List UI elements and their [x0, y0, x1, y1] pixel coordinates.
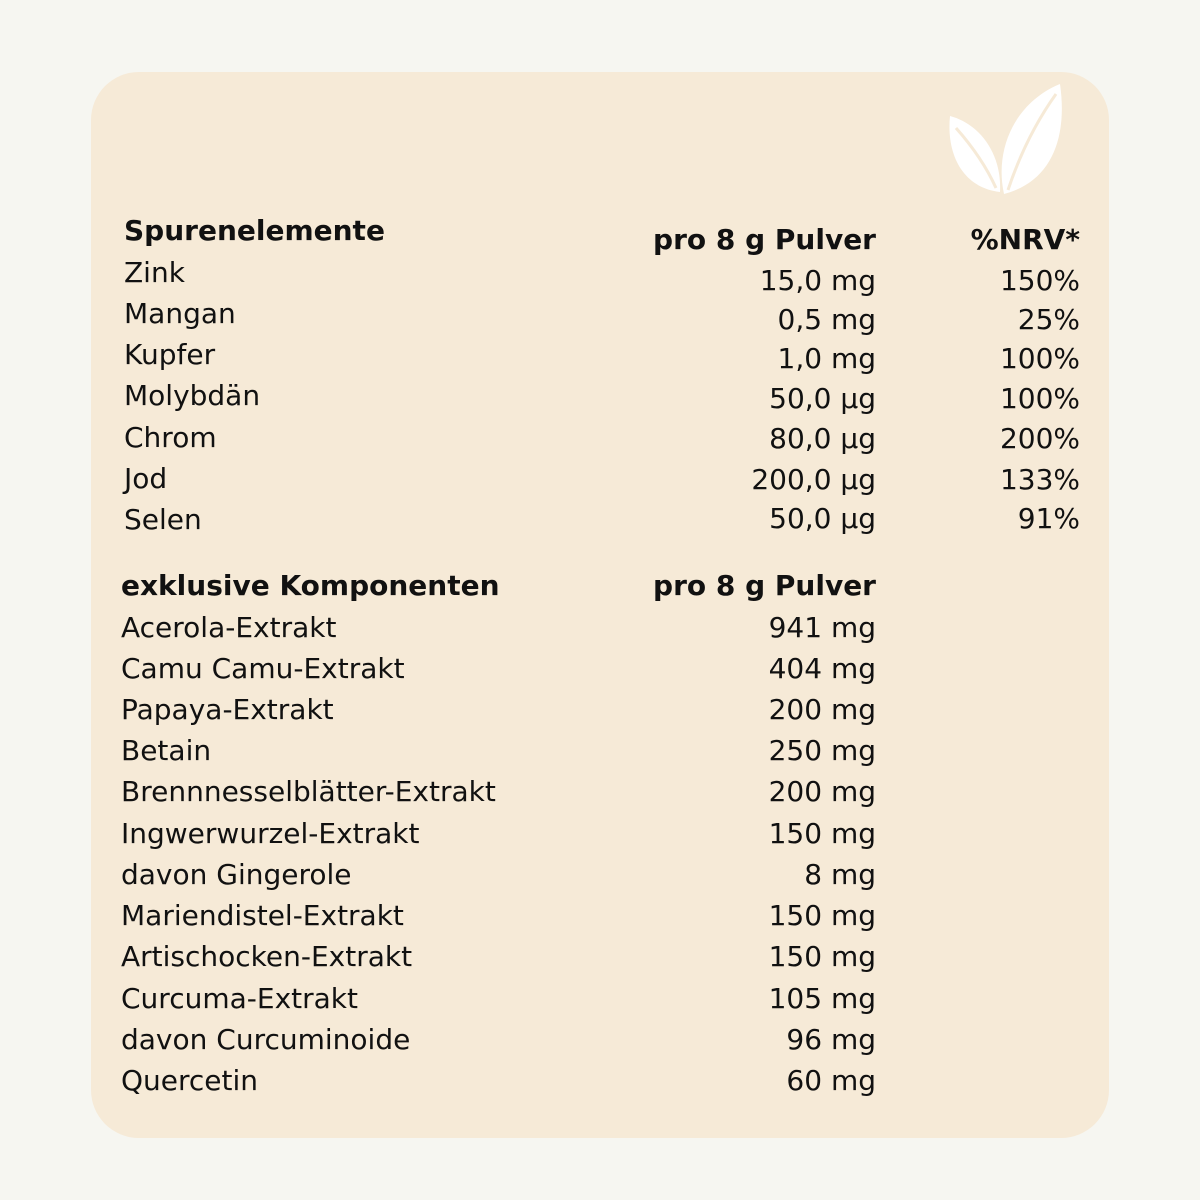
exclusive-amount: 404 mg [768, 652, 876, 685]
exclusive-row: Ingwerwurzel-Extrakt 150 mg [121, 816, 876, 852]
exclusive-name: Brennnesselblätter-Extrakt [121, 775, 496, 808]
trace-name: Zink [124, 256, 185, 289]
exclusive-name: davon Gingerole [121, 858, 352, 891]
exclusive-row: davon Gingerole 8 mg [121, 857, 876, 893]
exclusive-name: Acerola-Extrakt [121, 611, 337, 644]
trace-amount: 80,0 µg [769, 422, 876, 455]
exclusive-name: Betain [121, 734, 212, 767]
exclusive-row: Papaya-Extrakt 200 mg [121, 692, 876, 728]
trace-row: Kupfer [124, 337, 524, 373]
trace-name: Chrom [124, 421, 217, 454]
trace-nrv: 100% [999, 342, 1080, 375]
trace-nrv-cell: 100% [900, 341, 1080, 377]
trace-name: Jod [124, 462, 168, 495]
exclusive-name: Papaya-Extrakt [121, 693, 334, 726]
exclusive-amount: 150 mg [768, 899, 876, 932]
leaf-icon [949, 84, 1062, 194]
trace-name: Selen [124, 503, 202, 536]
exclusive-name: Quercetin [121, 1064, 259, 1097]
exclusive-amount: 150 mg [768, 817, 876, 850]
nrv-header: %NRV* [970, 223, 1080, 256]
exclusive-amount: 105 mg [768, 982, 876, 1015]
exclusive-row: Curcuma-Extrakt 105 mg [121, 981, 876, 1017]
exclusive-heading: exklusive Komponenten [121, 569, 500, 602]
nrv-header-row: %NRV* [900, 222, 1080, 258]
exclusive-amount-header: pro 8 g Pulver [653, 569, 876, 602]
exclusive-name: Curcuma-Extrakt [121, 982, 358, 1015]
trace-row: Molybdän [124, 378, 524, 414]
exclusive-name: Ingwerwurzel-Extrakt [121, 817, 420, 850]
exclusive-amount: 96 mg [786, 1023, 876, 1056]
trace-amount-header: pro 8 g Pulver [653, 223, 876, 256]
trace-nrv: 91% [1017, 502, 1080, 535]
exclusive-row: Acerola-Extrakt 941 mg [121, 610, 876, 646]
exclusive-heading-row: exklusive Komponenten pro 8 g Pulver [121, 568, 876, 604]
trace-nrv: 133% [999, 463, 1080, 496]
exclusive-amount: 250 mg [768, 734, 876, 767]
trace-amount-cell: 50,0 µg [500, 381, 876, 417]
trace-nrv-cell: 133% [900, 462, 1080, 498]
trace-nrv-cell: 100% [900, 381, 1080, 417]
trace-nrv-cell: 91% [900, 501, 1080, 537]
nutrition-card [91, 72, 1109, 1138]
trace-nrv-cell: 150% [900, 263, 1080, 299]
exclusive-row: Artischocken-Extrakt 150 mg [121, 939, 876, 975]
trace-row: Jod [124, 461, 524, 497]
exclusive-row: Brennnesselblätter-Extrakt 200 mg [121, 774, 876, 810]
exclusive-row: Camu Camu-Extrakt 404 mg [121, 651, 876, 687]
exclusive-amount: 200 mg [768, 775, 876, 808]
exclusive-row: Quercetin 60 mg [121, 1063, 876, 1099]
trace-amount-cell: 0,5 mg [500, 302, 876, 338]
trace-nrv: 100% [999, 382, 1080, 415]
trace-nrv-cell: 200% [900, 421, 1080, 457]
trace-amount: 50,0 µg [769, 502, 876, 535]
exclusive-row: Mariendistel-Extrakt 150 mg [121, 898, 876, 934]
trace-nrv: 150% [999, 264, 1080, 297]
exclusive-amount: 200 mg [768, 693, 876, 726]
trace-amount: 1,0 mg [777, 342, 876, 375]
trace-amount: 0,5 mg [777, 303, 876, 336]
exclusive-name: Artischocken-Extrakt [121, 940, 413, 973]
trace-amount: 15,0 mg [759, 264, 876, 297]
exclusive-name: Mariendistel-Extrakt [121, 899, 404, 932]
trace-amount-cell: 80,0 µg [500, 421, 876, 457]
trace-name: Mangan [124, 297, 236, 330]
trace-nrv: 200% [999, 422, 1080, 455]
trace-amount-cell: 1,0 mg [500, 341, 876, 377]
exclusive-amount: 8 mg [804, 858, 876, 891]
trace-amount: 50,0 µg [769, 382, 876, 415]
exclusive-name: Camu Camu-Extrakt [121, 652, 405, 685]
trace-heading: Spurenelemente [124, 214, 385, 247]
trace-amount: 200,0 µg [751, 463, 876, 496]
trace-amount-cell: 200,0 µg [500, 462, 876, 498]
exclusive-row: davon Curcuminoide 96 mg [121, 1022, 876, 1058]
trace-nrv: 25% [1017, 303, 1080, 336]
trace-row: Mangan [124, 296, 524, 332]
trace-name: Molybdän [124, 379, 261, 412]
trace-amount-cell: 15,0 mg [500, 263, 876, 299]
trace-row: Chrom [124, 420, 524, 456]
exclusive-amount: 150 mg [768, 940, 876, 973]
exclusive-row: Betain 250 mg [121, 733, 876, 769]
trace-amount-header-row: pro 8 g Pulver [124, 222, 876, 258]
trace-row: Selen [124, 502, 524, 538]
trace-name: Kupfer [124, 338, 216, 371]
trace-heading-row: Spurenelemente [124, 213, 884, 249]
trace-row: Zink [124, 255, 524, 291]
trace-nrv-cell: 25% [900, 302, 1080, 338]
exclusive-name: davon Curcuminoide [121, 1023, 411, 1056]
exclusive-amount: 941 mg [768, 611, 876, 644]
trace-amount-cell: 50,0 µg [500, 501, 876, 537]
exclusive-amount: 60 mg [786, 1064, 876, 1097]
